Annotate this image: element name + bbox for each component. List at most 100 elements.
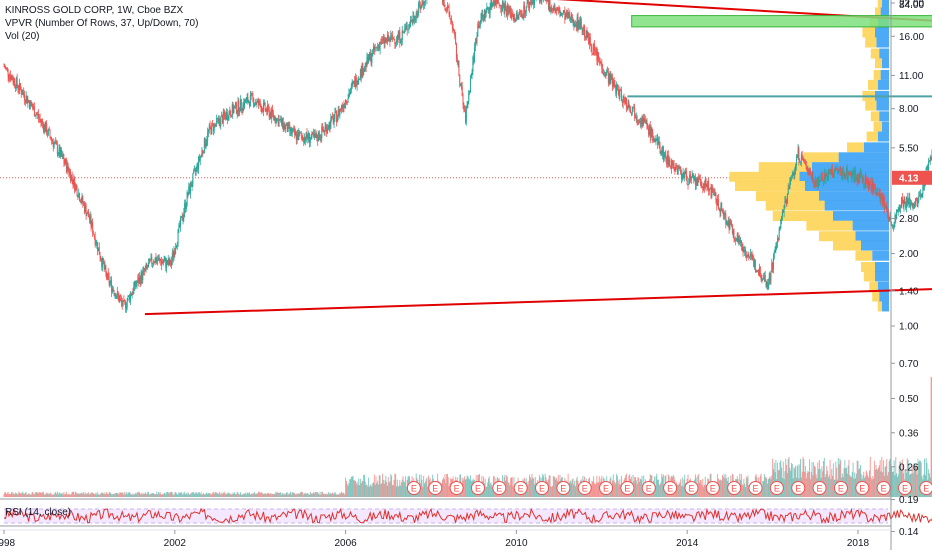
candle-body [618,86,619,91]
candle-body [46,123,47,134]
candle-body [623,96,624,98]
candle-body [116,297,117,299]
candle-body [563,13,564,15]
candle-body [602,68,603,73]
candle-body [311,137,312,139]
candle-body [38,114,39,118]
candle-body [385,40,386,44]
candle-body [239,111,240,112]
candle-body [230,114,231,116]
candle-body [765,275,766,281]
candle-body [616,84,617,93]
candle-body [843,169,844,175]
candle-body [821,176,822,177]
candle-body [42,121,43,124]
candle-body [458,61,459,75]
candle-body [159,258,160,259]
candle-body [635,117,636,118]
candle-body [852,173,853,178]
candle-body [582,30,583,31]
candle-body [761,277,762,279]
candle-body [463,96,464,105]
candle-body [866,176,867,181]
candle-body [186,205,187,209]
candle-body [802,154,803,158]
candle-body [752,257,753,258]
candle-body [911,202,912,204]
candle-body [268,105,269,108]
candle-body [252,94,253,98]
candle-body [310,140,311,143]
candle-body [454,33,455,37]
candle-body [700,179,701,182]
candle-body [105,266,106,272]
candle-body [632,111,633,114]
candle-body [904,198,905,202]
candle-body [743,247,744,252]
x-tick-label: 2014 [676,538,699,549]
candle-body [137,283,138,285]
x-tick-label: 2006 [334,538,357,549]
volume-indicator-label[interactable]: Vol (20) [5,30,198,43]
earnings-marker-label: E [518,484,524,494]
candle-body [196,168,197,172]
candle-body [254,104,255,106]
candle-body [200,157,201,161]
candle-body [350,90,351,94]
symbol-title[interactable]: KINROSS GOLD CORP, 1W, Cboe BZX [5,4,198,17]
candle-body [684,174,685,177]
candle-body [407,25,408,30]
candle-body [749,257,750,258]
candle-body [312,132,313,133]
candle-body [734,231,735,239]
candle-body [93,234,94,235]
candle-body [404,29,405,32]
volume-profile-down-bar [759,162,812,172]
candle-body [202,151,203,153]
candle-body [145,268,146,271]
rsi-indicator-label[interactable]: RSI (14, close) [5,507,71,518]
candle-body [207,132,208,141]
candle-body [626,98,627,107]
candle-body [352,83,353,84]
candle-body [164,261,165,263]
candle-body [417,12,418,13]
candle-body [859,175,860,182]
candle-body [474,47,475,61]
candle-body [40,119,41,120]
volume-profile-down-bar [864,271,875,281]
volume-profile-up-bar [876,38,889,48]
candle-body [17,86,18,89]
y-tick-label: 0.36 [899,428,919,439]
candle-body [425,0,426,4]
earnings-marker-label: E [774,484,780,494]
candle-body [741,240,742,246]
candle-body [687,180,688,184]
vpvr-indicator-label[interactable]: VPVR (Number Of Rows, 37, Up/Down, 70) [5,17,198,30]
candle-body [332,116,333,117]
candle-body [729,221,730,229]
candle-body [23,92,24,95]
candle-body [763,278,764,279]
earnings-marker-label: E [646,484,652,494]
candle-body [522,17,523,18]
candle-body [419,3,420,6]
candle-body [76,184,77,186]
candle-body [653,140,654,141]
candle-body [820,180,821,181]
y-tick-label: 2.00 [899,249,919,260]
resistance-zone [632,16,932,27]
candle-body [100,255,101,259]
chart-legend: KINROSS GOLD CORP, 1W, Cboe BZX VPVR (Nu… [5,4,198,43]
candle-body [316,134,317,139]
candle-body [495,1,496,5]
volume-profile-down-bar [804,152,839,162]
candle-body [812,173,813,180]
candle-body [505,5,506,9]
candle-body [124,301,125,302]
candle-body [206,141,207,144]
candle-body [706,179,707,185]
candle-body [444,5,445,10]
